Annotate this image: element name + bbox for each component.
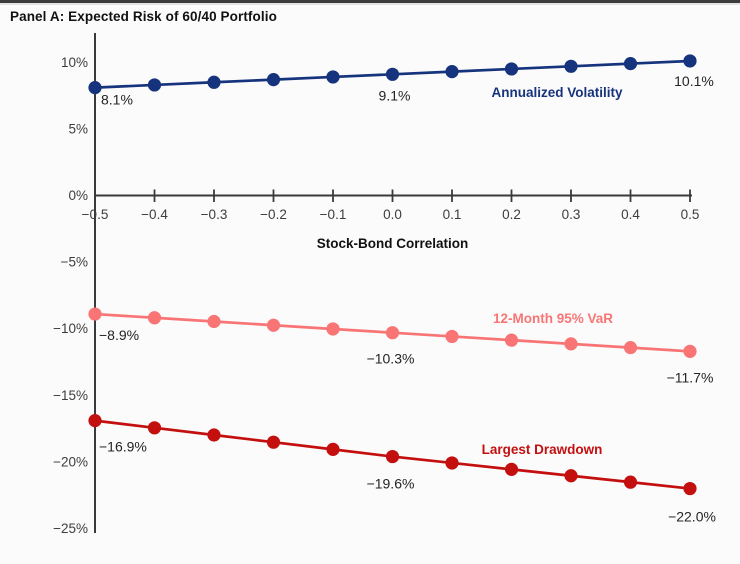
- x-tick-label: 0.4: [621, 207, 640, 222]
- x-tick-label: −0.2: [260, 207, 287, 222]
- value-label-series-0: 10.1%: [674, 73, 714, 89]
- value-label-series-2: −22.0%: [668, 509, 716, 525]
- data-point-series-0: [385, 67, 400, 81]
- y-tick-label: 0%: [68, 188, 88, 203]
- data-point-series-2: [266, 435, 281, 449]
- data-point-series-1: [385, 326, 400, 340]
- data-point-series-0: [88, 81, 102, 95]
- value-label-series-0: 8.1%: [101, 92, 133, 108]
- data-point-series-1: [147, 311, 162, 325]
- data-point-series-0: [445, 65, 459, 79]
- data-point-series-2: [504, 462, 519, 476]
- value-label-series-1: −11.7%: [667, 369, 714, 385]
- x-tick-label: −0.3: [201, 207, 228, 222]
- x-tick-label: 0.2: [502, 207, 521, 222]
- data-point-series-2: [445, 456, 459, 470]
- data-point-series-2: [147, 421, 162, 435]
- x-tick-label: 0.0: [383, 207, 402, 222]
- data-point-series-0: [266, 73, 281, 87]
- x-tick-label: −0.1: [320, 207, 347, 222]
- x-tick-label: −0.4: [141, 207, 168, 222]
- x-tick-label: −0.5: [82, 207, 109, 222]
- data-point-series-1: [326, 322, 340, 336]
- top-border-rule: [0, 0, 740, 5]
- data-point-series-1: [207, 314, 221, 329]
- data-point-series-2: [623, 475, 638, 489]
- data-point-series-1: [88, 307, 102, 321]
- data-point-series-1: [564, 337, 578, 351]
- y-tick-label: −15%: [53, 388, 88, 403]
- series-name-label-2: Largest Drawdown: [482, 442, 603, 457]
- y-tick-label: −20%: [53, 454, 88, 469]
- data-point-series-2: [207, 428, 221, 442]
- value-label-series-2: −19.6%: [367, 476, 415, 492]
- value-label-series-1: −10.3%: [367, 351, 415, 367]
- value-label-series-2: −16.9%: [99, 439, 147, 455]
- data-point-series-0: [147, 78, 162, 92]
- data-point-series-2: [564, 469, 578, 483]
- data-point-series-0: [504, 62, 519, 76]
- data-point-series-1: [445, 329, 459, 344]
- data-point-series-0: [207, 75, 221, 89]
- data-point-series-1: [683, 344, 697, 358]
- series-name-label-0: Annualized Volatility: [491, 85, 623, 100]
- data-point-series-2: [683, 481, 697, 496]
- data-point-series-1: [504, 333, 519, 347]
- value-label-series-1: −8.9%: [99, 327, 139, 343]
- data-point-series-0: [683, 54, 697, 68]
- x-tick-label: 0.3: [562, 207, 581, 222]
- data-point-series-2: [385, 449, 400, 464]
- x-tick-label: 0.5: [681, 207, 700, 222]
- panel-title: Panel A: Expected Risk of 60/40 Portfoli…: [10, 9, 277, 24]
- y-tick-label: 10%: [61, 55, 88, 70]
- data-point-series-0: [326, 70, 340, 84]
- data-point-series-2: [326, 442, 340, 456]
- data-point-series-1: [266, 318, 281, 332]
- x-axis-title: Stock-Bond Correlation: [317, 236, 469, 251]
- x-tick-label: 0.1: [443, 207, 462, 222]
- y-tick-label: −10%: [53, 321, 88, 336]
- data-point-series-2: [88, 414, 102, 428]
- y-tick-label: −25%: [53, 521, 88, 536]
- value-label-series-0: 9.1%: [379, 87, 411, 103]
- data-point-series-0: [564, 59, 578, 73]
- data-point-series-0: [623, 57, 638, 71]
- y-tick-label: −5%: [61, 255, 88, 270]
- data-point-series-1: [623, 341, 638, 355]
- y-tick-label: 5%: [68, 121, 88, 136]
- series-name-label-1: 12-Month 95% VaR: [493, 311, 613, 326]
